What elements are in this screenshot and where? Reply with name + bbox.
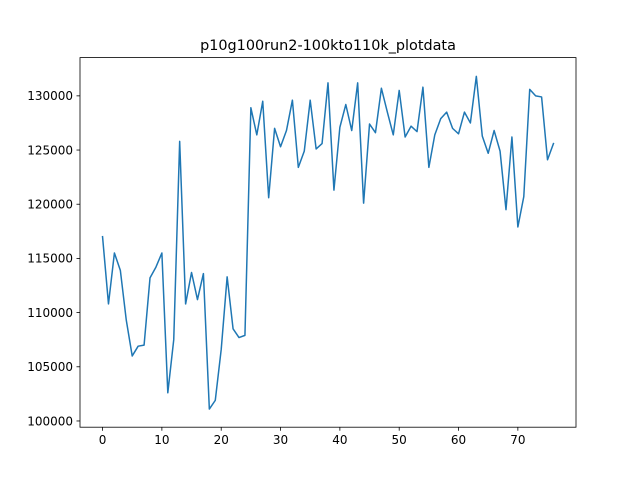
y-tick-label: 120000 <box>27 198 73 212</box>
y-tick-label: 125000 <box>27 143 73 157</box>
y-tick-label: 110000 <box>27 306 73 320</box>
x-tick-label: 60 <box>451 433 466 447</box>
x-tick-label: 30 <box>273 433 288 447</box>
chart-title: p10g100run2-100kto110k_plotdata <box>200 38 456 54</box>
y-tick-label: 105000 <box>27 360 73 374</box>
series-line-0 <box>101 75 555 410</box>
x-tick-label: 50 <box>392 433 407 447</box>
axes-frame <box>79 57 577 428</box>
x-tick-label: 10 <box>154 433 169 447</box>
y-tick-label: 115000 <box>27 252 73 266</box>
plot-area: 0 10 20 30 40 50 60 70 100000 105000 110000 115000 1… <box>27 57 577 447</box>
x-tick-label: 20 <box>214 433 229 447</box>
x-tick-label: 40 <box>332 433 347 447</box>
y-tick-label: 130000 <box>27 89 73 103</box>
y-tick-label: 100000 <box>27 414 73 428</box>
x-tick-label: 70 <box>510 433 525 447</box>
x-tick-label: 0 <box>99 433 107 447</box>
